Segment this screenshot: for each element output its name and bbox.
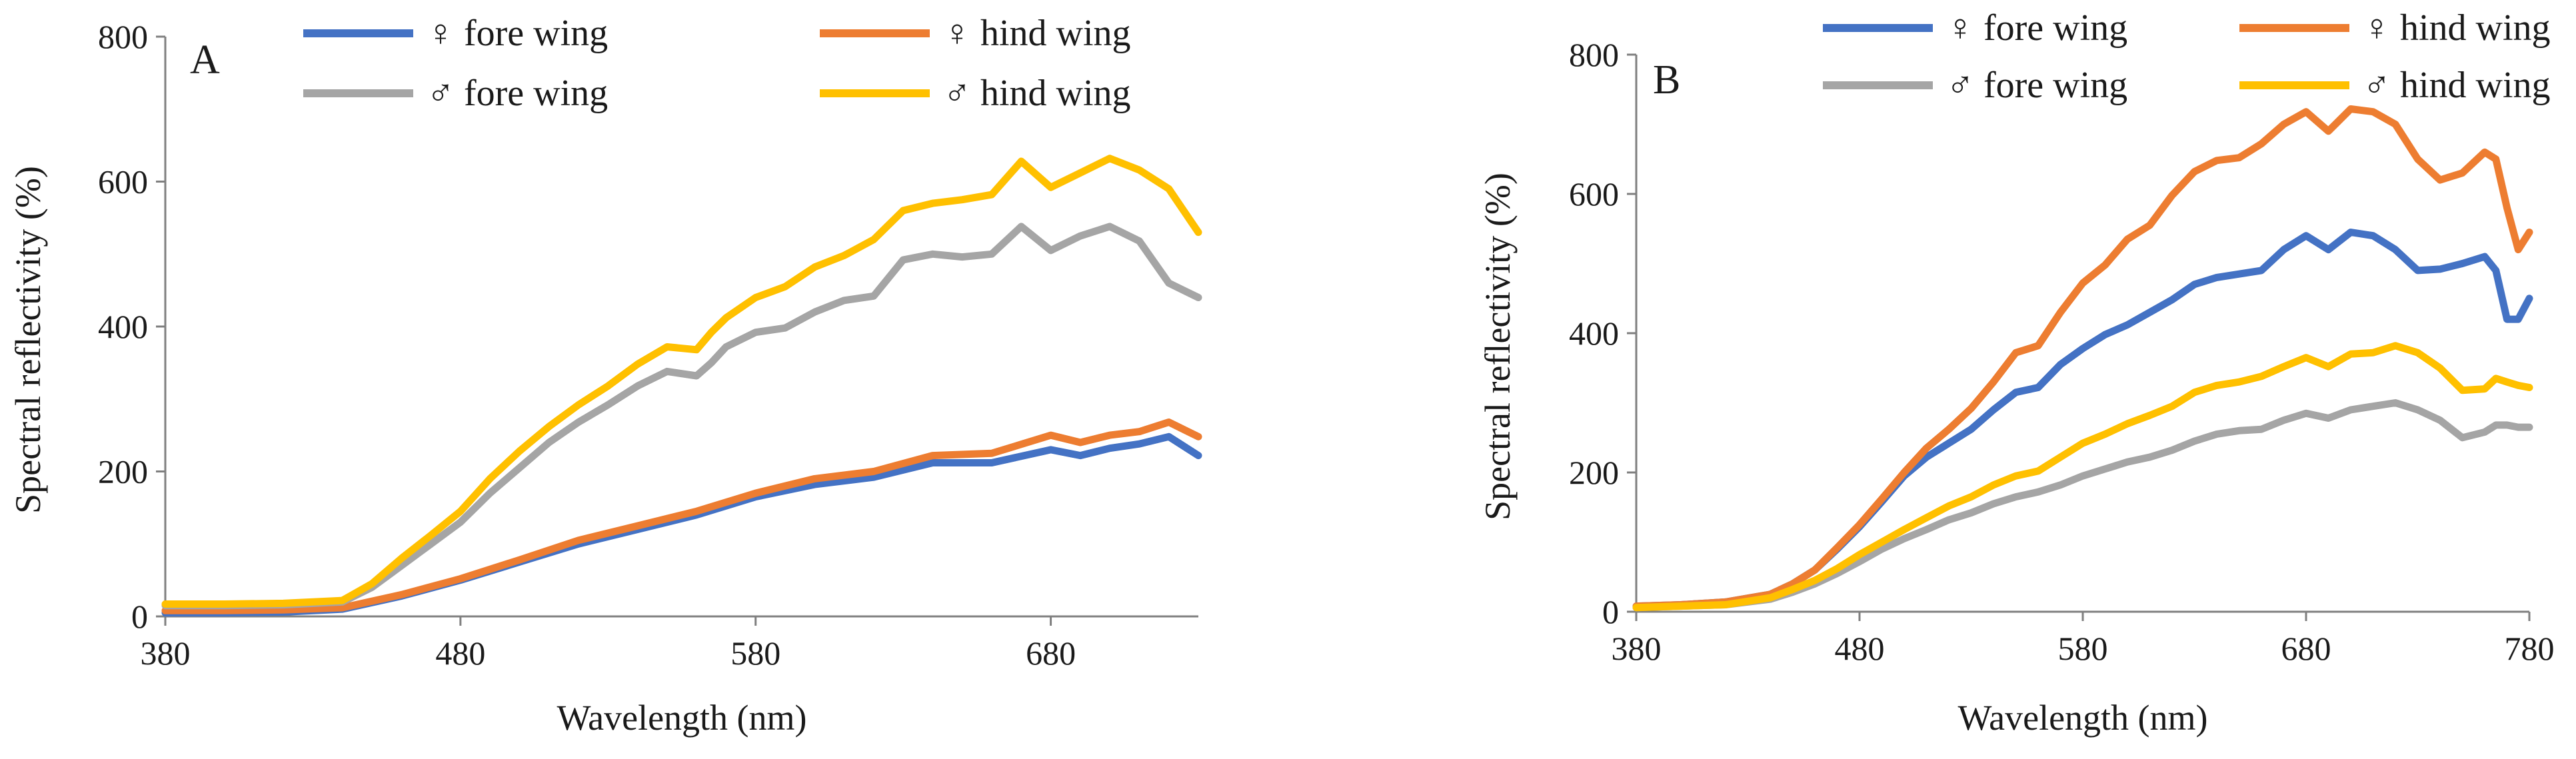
y-tick-label: 200 bbox=[98, 453, 148, 490]
legend-label: ♂ hind wing bbox=[943, 73, 1131, 114]
y-axis-title: Spectral reflectivity (%) bbox=[1478, 173, 1518, 520]
x-tick-label: 580 bbox=[2058, 630, 2108, 667]
x-axis-title: Wavelength (nm) bbox=[1957, 698, 2207, 738]
panel-label: A bbox=[190, 37, 220, 83]
chart-panel-a: 0 200 400 600 800 380 480 580 680 Wavelength (nm)… bbox=[8, 13, 1202, 738]
x-tick-label: 680 bbox=[2281, 630, 2331, 667]
x-tick-label: 480 bbox=[435, 634, 485, 672]
y-tick-label: 400 bbox=[98, 308, 148, 345]
series-line bbox=[161, 418, 1202, 614]
y-axis-title: Spectral reflectivity (%) bbox=[8, 166, 48, 514]
y-tick-label: 800 bbox=[1569, 36, 1619, 73]
series-line bbox=[1632, 105, 2533, 610]
series-line bbox=[161, 223, 1202, 610]
y-tick-label: 800 bbox=[98, 18, 148, 55]
x-tick-label: 680 bbox=[1026, 634, 1076, 672]
legend-label: ♀ hind wing bbox=[943, 13, 1131, 54]
y-tick-label: 400 bbox=[1569, 315, 1619, 352]
y-tick-label: 0 bbox=[131, 598, 148, 635]
legend-label: ♂ fore wing bbox=[1946, 65, 2127, 106]
series-line bbox=[161, 432, 1202, 617]
series-line bbox=[1632, 399, 2533, 612]
y-tick-label: 600 bbox=[98, 163, 148, 201]
chart-panel-b: 0 200 400 600 800 380 480 580 680 780 Wavelength (… bbox=[1478, 7, 2555, 738]
y-tick-label: 0 bbox=[1602, 593, 1619, 630]
legend-label: ♀ fore wing bbox=[1946, 7, 2127, 49]
legend-label: ♀ hind wing bbox=[2363, 7, 2551, 49]
panel-label: B bbox=[1653, 57, 1680, 103]
x-axis-title: Wavelength (nm) bbox=[557, 698, 806, 738]
legend-label: ♂ hind wing bbox=[2363, 65, 2551, 106]
x-tick-label: 480 bbox=[1835, 630, 1885, 667]
x-tick-label: 780 bbox=[2505, 630, 2555, 667]
x-tick-label: 380 bbox=[141, 634, 191, 672]
series-line bbox=[161, 155, 1202, 608]
x-tick-label: 580 bbox=[730, 634, 780, 672]
x-tick-label: 380 bbox=[1612, 630, 1662, 667]
legend-label: ♀ fore wing bbox=[427, 13, 608, 54]
y-tick-label: 600 bbox=[1569, 175, 1619, 213]
legend-label: ♂ fore wing bbox=[427, 73, 608, 114]
series-line bbox=[1632, 342, 2533, 612]
y-tick-label: 200 bbox=[1569, 454, 1619, 491]
